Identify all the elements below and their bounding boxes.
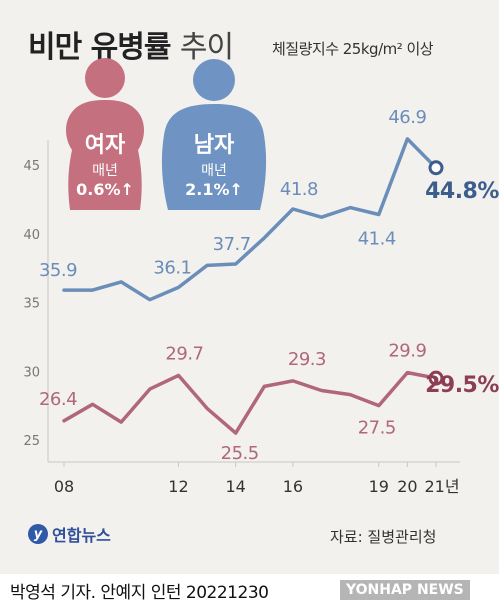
x-tick-label: 20: [397, 477, 417, 496]
yonhap-logo-text: 연합뉴스: [52, 526, 111, 545]
yonhap-logo: y 연합뉴스: [28, 522, 111, 546]
data-label: 29.5%: [425, 373, 499, 398]
data-label: 26.4: [39, 389, 77, 410]
page-title: 비만 유병률 추이: [28, 22, 234, 66]
x-tick-label: 16: [283, 477, 303, 496]
data-label: 35.9: [39, 260, 77, 281]
female-badge-line1: 매년: [92, 163, 118, 179]
x-tick-label: 19: [369, 477, 389, 496]
title-light: 추이: [179, 30, 234, 65]
y-tick-label: 40: [23, 228, 40, 243]
data-label: 27.5: [358, 418, 396, 439]
watermark: YONHAP NEWS: [340, 580, 470, 600]
male-badge-line2: 2.1%↑: [185, 180, 243, 199]
data-label: 41.4: [358, 229, 396, 250]
y-tick-label: 30: [23, 365, 40, 380]
data-label: 44.8%: [425, 179, 499, 204]
series-end-point: [428, 160, 444, 176]
x-tick-label: 12: [168, 477, 188, 496]
chart-panel: [0, 0, 499, 574]
yonhap-logo-icon: y: [28, 524, 48, 544]
data-label: 29.7: [165, 343, 203, 364]
male-badge-line1: 매년: [201, 163, 227, 179]
data-label: 29.9: [388, 341, 426, 362]
data-label: 25.5: [221, 443, 259, 464]
data-label: 41.8: [280, 179, 318, 200]
female-badge-line2: 0.6%↑: [76, 180, 134, 199]
data-label: 37.7: [213, 234, 251, 255]
y-tick-label: 35: [23, 297, 40, 312]
data-label: 29.3: [288, 349, 326, 370]
series-line-female: [62, 370, 438, 435]
series-group: 35.9 36.1 37.7 41.8 41.4 46.9 44.8% 26.4 29.7 25.…: [39, 107, 499, 464]
byline: 박영석 기자. 안예지 인턴 20221230: [10, 583, 269, 603]
male-badge: 남자 매년 2.1%↑: [185, 133, 243, 199]
x-tick-label: 08: [54, 477, 74, 496]
x-ticks: 08 12 14 16 19 20 21년: [54, 462, 460, 496]
female-figure-icon: [66, 58, 144, 210]
chart-subtitle: 체질량지수 25kg/m² 이상: [272, 40, 434, 58]
chart-svg: 여자 매년 0.6%↑ 남자 매년 2.1%↑ 25 30 35 40 45 08 12 1…: [23, 58, 499, 496]
male-figure-icon: [161, 59, 267, 210]
y-tick-label: 45: [23, 159, 40, 174]
x-tick-label: 14: [226, 477, 246, 496]
series-line-male: [62, 137, 438, 302]
female-badge-label: 여자: [85, 133, 126, 158]
x-tick-label: 21년: [424, 477, 459, 496]
y-ticks: 25 30 35 40 45: [23, 159, 40, 449]
female-badge: 여자 매년 0.6%↑: [76, 133, 134, 199]
series-end-point: [428, 370, 444, 386]
data-label: 46.9: [388, 107, 426, 128]
data-label: 36.1: [153, 257, 191, 278]
male-badge-label: 남자: [194, 133, 235, 158]
y-tick-label: 25: [23, 434, 40, 449]
source-note: 자료: 질병관리청: [330, 528, 437, 546]
